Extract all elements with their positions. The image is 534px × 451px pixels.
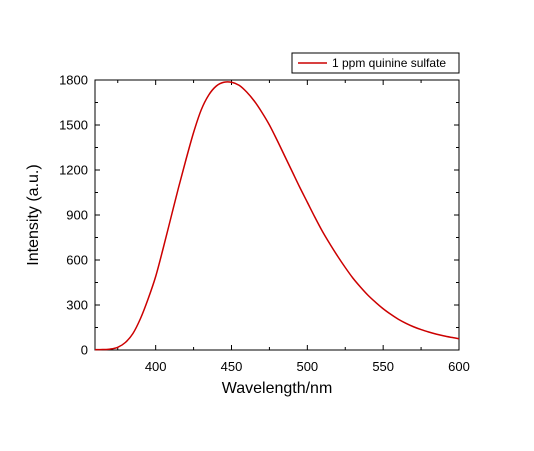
plot-frame: [94, 79, 460, 351]
y-tick-label: 300: [66, 298, 88, 313]
x-tick-label: 600: [448, 359, 470, 374]
x-tick-label: 400: [145, 359, 167, 374]
legend: 1 ppm quinine sulfate: [291, 52, 460, 74]
y-tick-label: 600: [66, 253, 88, 268]
x-tick-label: 550: [372, 359, 394, 374]
y-tick-label: 0: [81, 343, 88, 358]
x-tick-label: 500: [296, 359, 318, 374]
y-tick-label: 1800: [59, 73, 88, 88]
legend-box: [291, 52, 460, 74]
y-tick-label: 1200: [59, 163, 88, 178]
y-tick-label: 900: [66, 208, 88, 223]
tick-labels: 400 450 500 550 600 0 300 600 900 1200 1500 1800: [59, 73, 470, 375]
y-tick-label: 1500: [59, 118, 88, 133]
series-line-quinine-sulfate: [94, 81, 460, 351]
x-axis-title: Wavelength/nm: [222, 380, 333, 397]
axis-ticks: [95, 79, 460, 351]
x-tick-label: 450: [221, 359, 243, 374]
y-axis-title: Intensity (a.u.): [25, 164, 42, 265]
legend-label: 1 ppm quinine sulfate: [332, 56, 446, 70]
